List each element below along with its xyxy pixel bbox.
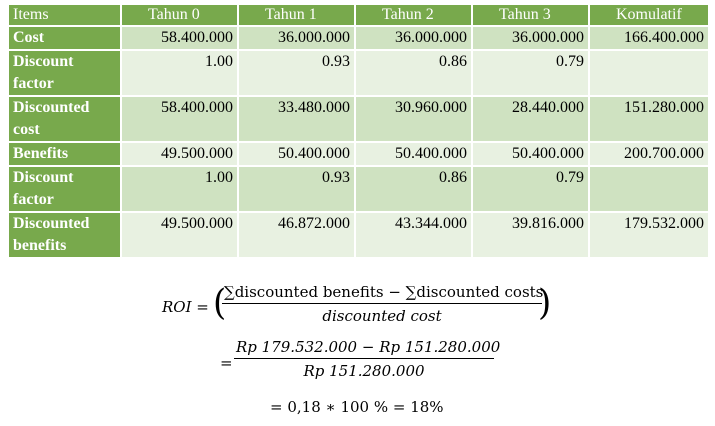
table-cell: 30.960.000 [355,96,473,143]
table-cell: 1.00 [121,166,239,213]
left-paren: ( [213,282,227,324]
table-cell: 36.000.000 [238,26,356,51]
roi-lhs: ROI = [162,298,209,316]
table-cell: 50.400.000 [472,142,590,167]
equals-sign: = [220,354,233,372]
table-cell: 36.000.000 [355,26,473,51]
table-row-cost: Cost 58.400.000 36.000.000 36.000.000 36… [9,26,710,51]
roi-table: Items Tahun 0 Tahun 1 Tahun 2 Tahun 3 Ko… [9,5,710,259]
table-cell: 166.400.000 [589,26,710,51]
values-numerator: Rp 179.532.000 − Rp 151.280.000 [234,338,500,359]
table-header-row: Items Tahun 0 Tahun 1 Tahun 2 Tahun 3 Ko… [9,5,710,27]
roi-result: = 0,18 ∗ 100 % = 18% [270,398,444,416]
values-denominator: Rp 151.280.000 [303,362,425,380]
table-row-discount-factor-cost: Discount factor 1.00 0.93 0.86 0.79 [9,50,710,97]
row-label: Discount factor [9,50,122,97]
table-cell: 49.500.000 [121,142,239,167]
header-items: Items [9,5,122,27]
table-cell: 179.532.000 [589,212,710,259]
fraction-values: Rp 179.532.000 − Rp 151.280.000 Rp 151.2… [234,338,500,380]
header-tahun-1: Tahun 1 [238,5,356,27]
table-cell: 58.400.000 [121,26,239,51]
table-cell: 0.86 [355,166,473,213]
fraction-denominator: discounted cost [322,307,442,325]
table-cell [589,166,710,213]
table-row-benefits: Benefits 49.500.000 50.400.000 50.400.00… [9,142,710,167]
header-tahun-0: Tahun 0 [121,5,239,27]
header-tahun-2: Tahun 2 [355,5,473,27]
table-cell: 28.440.000 [472,96,590,143]
table-cell: 50.400.000 [238,142,356,167]
table-cell: 151.280.000 [589,96,710,143]
table-row-discounted-cost: Discounted cost 58.400.000 33.480.000 30… [9,96,710,143]
table-cell: 0.79 [472,50,590,97]
fraction-definition: ∑discounted benefits − ∑discounted costs… [222,283,543,325]
row-label: Discounted benefits [9,212,122,259]
table-cell: 58.400.000 [121,96,239,143]
table-cell: 0.93 [238,50,356,97]
table-cell: 1.00 [121,50,239,97]
table-cell: 0.79 [472,166,590,213]
row-label: Discounted cost [9,96,122,143]
table-row-discounted-benefits: Discounted benefits 49.500.000 46.872.00… [9,212,710,259]
right-paren: ) [538,282,552,324]
table-cell: 50.400.000 [355,142,473,167]
table-cell [589,50,710,97]
table-cell: 0.86 [355,50,473,97]
table-cell: 39.816.000 [472,212,590,259]
fraction-numerator: ∑discounted benefits − ∑discounted costs [222,283,543,304]
table-row-discount-factor-benefits: Discount factor 1.00 0.93 0.86 0.79 [9,166,710,213]
table-cell: 46.872.000 [238,212,356,259]
table-cell: 49.500.000 [121,212,239,259]
table-cell: 200.700.000 [589,142,710,167]
row-label: Benefits [9,142,122,167]
row-label: Cost [9,26,122,51]
header-komulatif: Komulatif [589,5,710,27]
table-cell: 36.000.000 [472,26,590,51]
row-label: Discount factor [9,166,122,213]
table-cell: 43.344.000 [355,212,473,259]
table-cell: 0.93 [238,166,356,213]
header-tahun-3: Tahun 3 [472,5,590,27]
table-cell: 33.480.000 [238,96,356,143]
